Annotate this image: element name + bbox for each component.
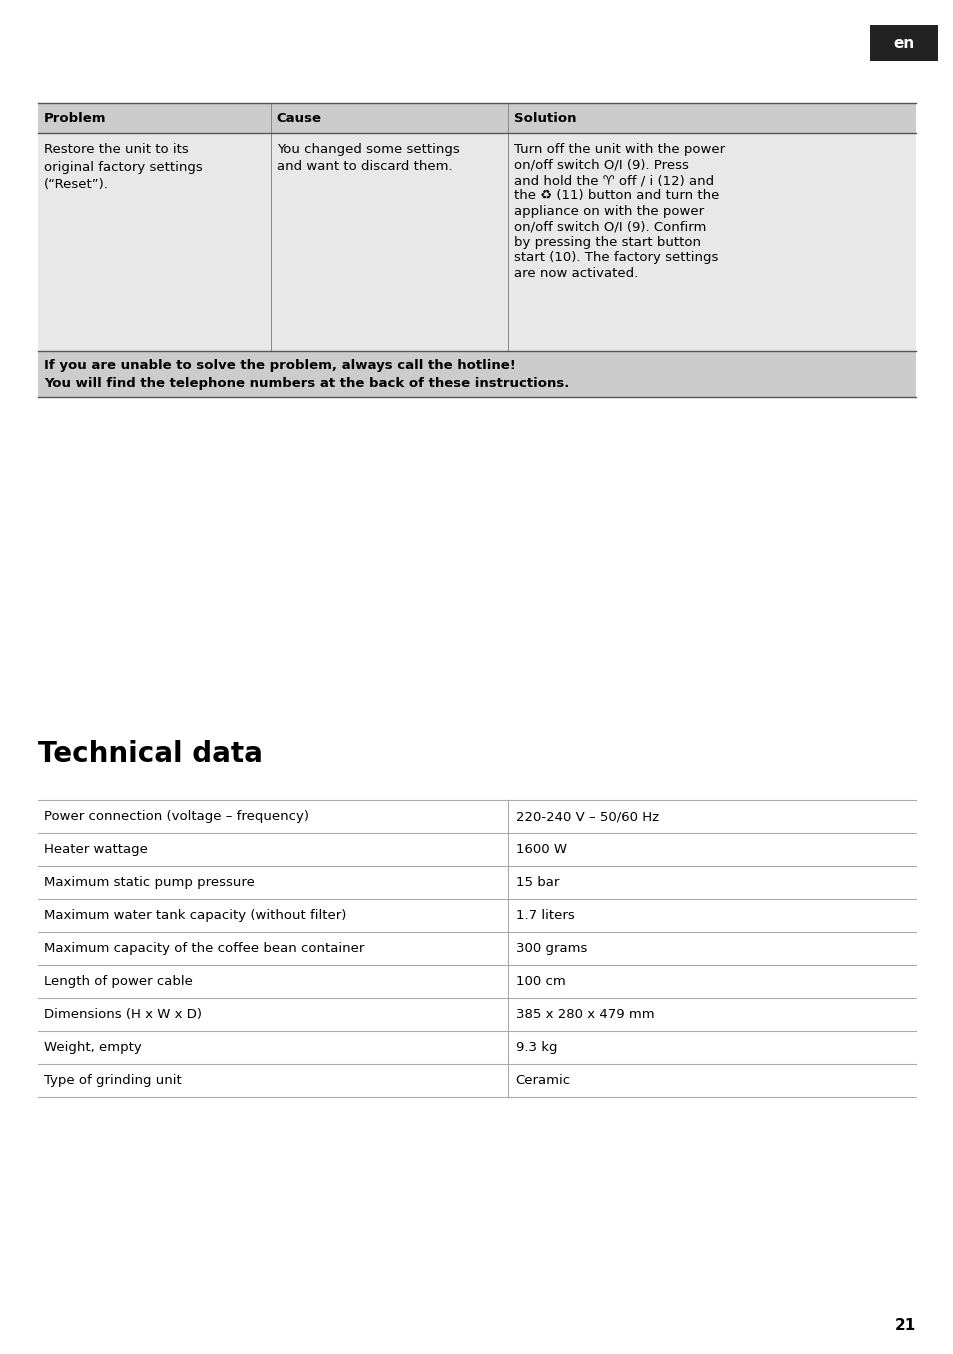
Text: Restore the unit to its
original factory settings
(“Reset”).: Restore the unit to its original factory… — [44, 144, 203, 191]
Text: Maximum capacity of the coffee bean container: Maximum capacity of the coffee bean cont… — [44, 942, 364, 955]
Text: Ceramic: Ceramic — [516, 1074, 570, 1087]
Text: the ♻ (11) button and turn the: the ♻ (11) button and turn the — [514, 190, 719, 203]
Text: appliance on with the power: appliance on with the power — [514, 204, 703, 218]
Text: 9.3 kg: 9.3 kg — [516, 1041, 557, 1053]
Text: Dimensions (H x W x D): Dimensions (H x W x D) — [44, 1007, 202, 1021]
Text: You will find the telephone numbers at the back of these instructions.: You will find the telephone numbers at t… — [44, 376, 569, 390]
Text: 15 bar: 15 bar — [516, 876, 558, 890]
Text: Heater wattage: Heater wattage — [44, 844, 148, 856]
Bar — [869, 24, 937, 61]
Text: Technical data: Technical data — [38, 741, 263, 768]
Text: start (10). The factory settings: start (10). The factory settings — [514, 252, 718, 264]
Text: en: en — [892, 35, 914, 50]
Text: Length of power cable: Length of power cable — [44, 975, 193, 988]
Text: 1600 W: 1600 W — [516, 844, 566, 856]
Text: 100 cm: 100 cm — [516, 975, 565, 988]
Text: 220-240 V – 50/60 Hz: 220-240 V – 50/60 Hz — [516, 810, 659, 823]
Text: You changed some settings
and want to discard them.: You changed some settings and want to di… — [276, 144, 459, 173]
Text: Type of grinding unit: Type of grinding unit — [44, 1074, 182, 1087]
Text: If you are unable to solve the problem, always call the hotline!: If you are unable to solve the problem, … — [44, 359, 516, 372]
Text: on/off switch O/I (9). Confirm: on/off switch O/I (9). Confirm — [514, 221, 705, 233]
Text: on/off switch O/I (9). Press: on/off switch O/I (9). Press — [514, 158, 688, 172]
Text: by pressing the start button: by pressing the start button — [514, 236, 700, 249]
Text: Weight, empty: Weight, empty — [44, 1041, 142, 1053]
Text: 385 x 280 x 479 mm: 385 x 280 x 479 mm — [516, 1007, 654, 1021]
Text: Problem: Problem — [44, 111, 107, 125]
Text: Solution: Solution — [514, 111, 576, 125]
Bar — [38, 351, 915, 397]
Text: and hold the ♈ off / i (12) and: and hold the ♈ off / i (12) and — [514, 175, 713, 187]
Text: 1.7 liters: 1.7 liters — [516, 909, 574, 922]
Bar — [38, 133, 915, 351]
Text: are now activated.: are now activated. — [514, 267, 638, 280]
Text: Turn off the unit with the power: Turn off the unit with the power — [514, 144, 724, 156]
Bar — [38, 103, 915, 133]
Text: 21: 21 — [894, 1317, 915, 1332]
Text: 300 grams: 300 grams — [516, 942, 586, 955]
Text: Maximum water tank capacity (without filter): Maximum water tank capacity (without fil… — [44, 909, 346, 922]
Text: Cause: Cause — [276, 111, 321, 125]
Text: Maximum static pump pressure: Maximum static pump pressure — [44, 876, 254, 890]
Text: Power connection (voltage – frequency): Power connection (voltage – frequency) — [44, 810, 309, 823]
